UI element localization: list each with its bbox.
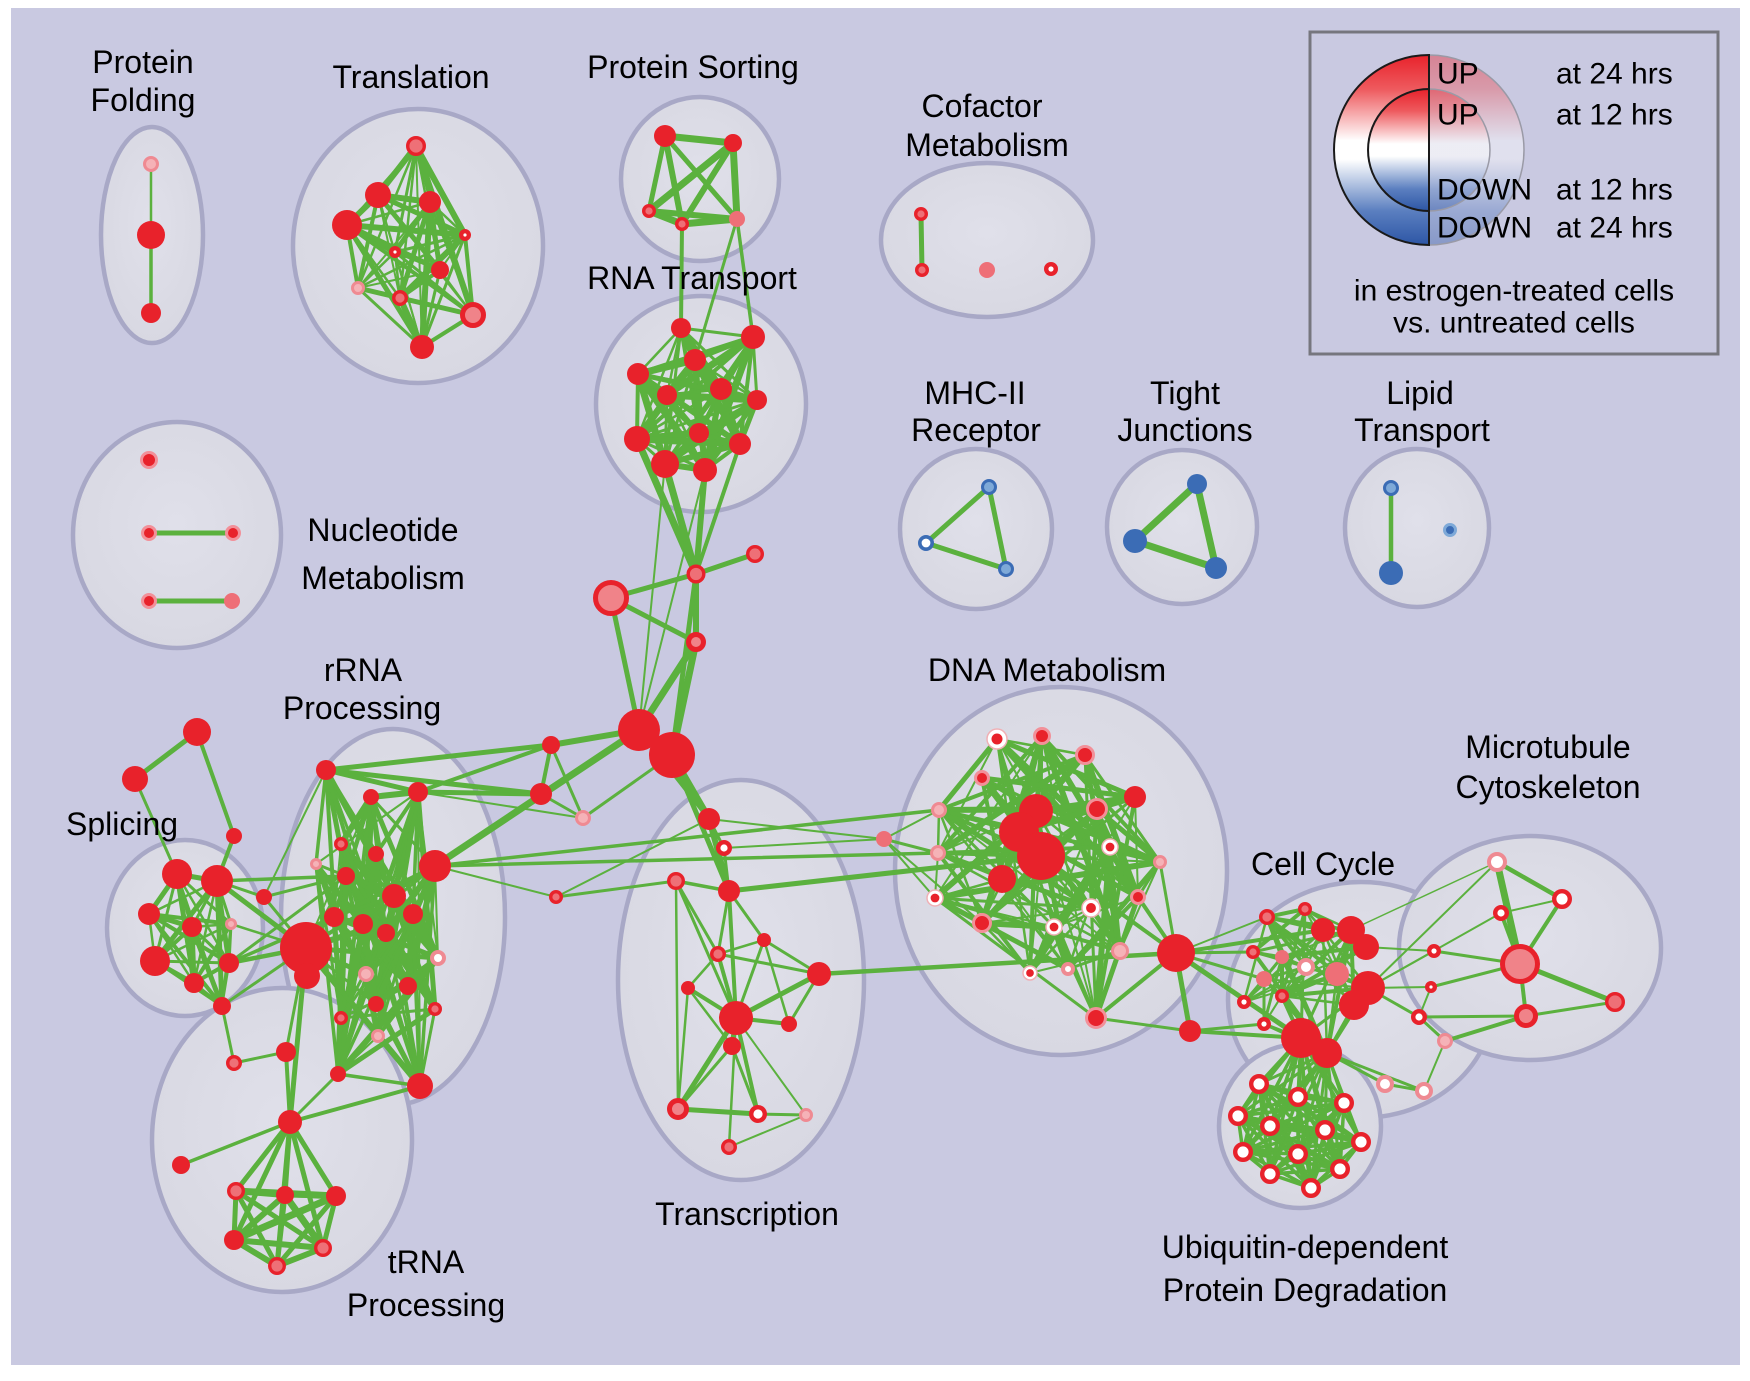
svg-text:DNA Metabolism: DNA Metabolism bbox=[928, 652, 1166, 688]
svg-text:at 12 hrs: at 12 hrs bbox=[1556, 174, 1673, 207]
svg-text:Transport: Transport bbox=[1354, 412, 1490, 448]
svg-text:Tight: Tight bbox=[1150, 375, 1220, 411]
svg-text:at 24 hrs: at 24 hrs bbox=[1556, 212, 1673, 245]
svg-text:Folding: Folding bbox=[91, 82, 196, 118]
svg-text:Protein Degradation: Protein Degradation bbox=[1163, 1272, 1448, 1308]
svg-text:Cofactor: Cofactor bbox=[922, 88, 1043, 124]
svg-text:DOWN: DOWN bbox=[1437, 174, 1532, 207]
svg-text:Translation: Translation bbox=[332, 59, 489, 95]
svg-text:DOWN: DOWN bbox=[1437, 212, 1532, 245]
svg-text:Lipid: Lipid bbox=[1386, 375, 1454, 411]
svg-text:Cell Cycle: Cell Cycle bbox=[1251, 846, 1395, 882]
svg-text:at 24 hrs: at 24 hrs bbox=[1556, 58, 1673, 91]
svg-text:Processing: Processing bbox=[283, 690, 441, 726]
svg-text:Ubiquitin-dependent: Ubiquitin-dependent bbox=[1162, 1229, 1449, 1265]
svg-text:MHC-II: MHC-II bbox=[924, 375, 1025, 411]
svg-text:Receptor: Receptor bbox=[911, 412, 1041, 448]
svg-text:Protein Sorting: Protein Sorting bbox=[587, 49, 799, 85]
svg-text:UP: UP bbox=[1437, 99, 1479, 132]
svg-text:vs. untreated cells: vs. untreated cells bbox=[1393, 307, 1635, 340]
svg-text:UP: UP bbox=[1437, 58, 1479, 91]
svg-text:Microtubule: Microtubule bbox=[1465, 729, 1630, 765]
svg-text:Splicing: Splicing bbox=[66, 806, 178, 842]
svg-text:rRNA: rRNA bbox=[324, 652, 403, 688]
svg-text:Cytoskeleton: Cytoskeleton bbox=[1456, 769, 1641, 805]
svg-text:Transcription: Transcription bbox=[655, 1196, 839, 1232]
svg-text:Junctions: Junctions bbox=[1117, 412, 1252, 448]
svg-text:Processing: Processing bbox=[347, 1287, 505, 1323]
svg-text:in estrogen-treated cells: in estrogen-treated cells bbox=[1354, 275, 1674, 308]
svg-text:RNA Transport: RNA Transport bbox=[587, 260, 797, 296]
svg-text:tRNA: tRNA bbox=[388, 1244, 465, 1280]
svg-text:Metabolism: Metabolism bbox=[905, 127, 1069, 163]
svg-text:Nucleotide: Nucleotide bbox=[307, 512, 458, 548]
svg-text:Metabolism: Metabolism bbox=[301, 560, 465, 596]
svg-text:at 12 hrs: at 12 hrs bbox=[1556, 99, 1673, 132]
svg-text:Protein: Protein bbox=[92, 44, 193, 80]
